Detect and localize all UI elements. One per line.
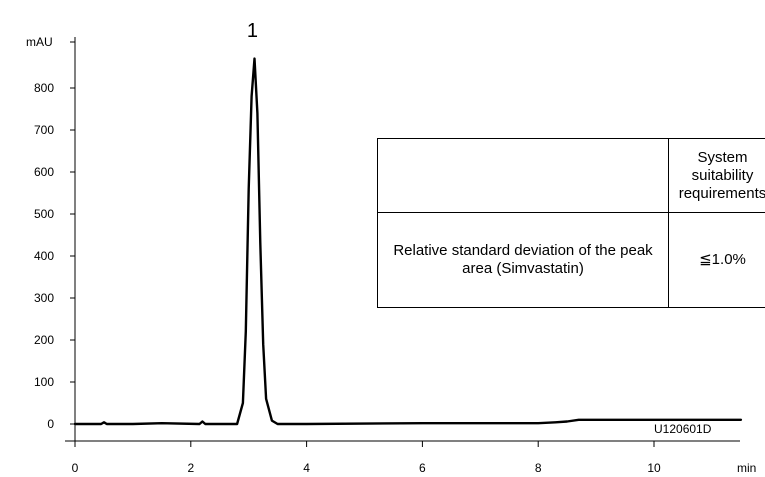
x-tick-label: 2 — [187, 461, 194, 475]
table-row: Relative standard deviation of the peak … — [377, 212, 765, 308]
y-tick-label: 700 — [34, 123, 54, 137]
chromatogram-trace — [73, 57, 743, 426]
run-id-label: U120601D — [654, 422, 712, 436]
table-header-cell-requirement: System suitability requirements — [668, 137, 765, 214]
table-cell-value: ≦1.0% — [668, 212, 765, 308]
y-tick-label: 500 — [34, 207, 54, 221]
x-tick-label: 10 — [647, 461, 661, 475]
x-tick-label: 0 — [72, 461, 79, 475]
table-header-cell-empty — [377, 137, 669, 214]
y-tick-label: 200 — [34, 333, 54, 347]
peak-label: 1 — [247, 20, 258, 42]
y-tick-label: 0 — [47, 417, 54, 431]
x-tick-label: 6 — [419, 461, 426, 475]
x-ticks: 0 2 4 6 8 10 — [72, 441, 661, 475]
axes — [65, 37, 740, 442]
table-cell-parameter: Relative standard deviation of the peak … — [377, 212, 669, 308]
y-tick-label: 300 — [34, 291, 54, 305]
y-tick-label: 800 — [34, 81, 54, 95]
y-tick-label: 100 — [34, 375, 54, 389]
y-ticks: 0 100 200 300 400 500 600 700 800 — [34, 41, 75, 431]
y-tick-label: 600 — [34, 165, 54, 179]
y-axis-unit: mAU — [26, 35, 53, 49]
x-tick-label: 8 — [535, 461, 542, 475]
y-tick-label: 400 — [34, 249, 54, 263]
suitability-table: System suitability requirements Relative… — [377, 137, 765, 308]
table-header-row: System suitability requirements — [377, 137, 765, 214]
peak-labels: 1 — [247, 20, 258, 42]
x-axis-unit: min — [737, 461, 756, 475]
x-tick-label: 4 — [303, 461, 310, 475]
